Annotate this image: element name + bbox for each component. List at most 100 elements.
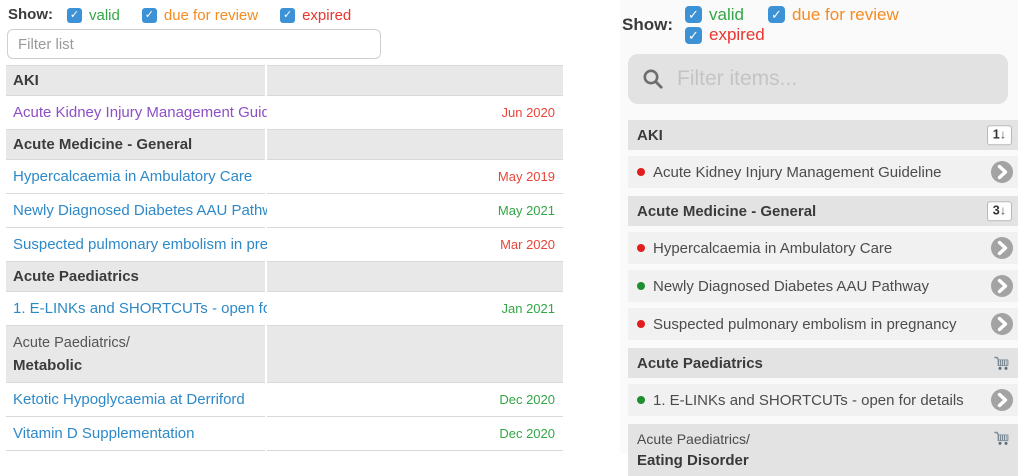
checkbox-checked-icon[interactable]: ✓: [685, 6, 702, 23]
show-label: Show:: [622, 14, 673, 34]
checkbox-label[interactable]: valid: [709, 4, 744, 24]
section-header[interactable]: Acute Paediatrics/ Eating Disorder: [628, 424, 1018, 476]
check-mark-icon: ✓: [771, 7, 782, 22]
section-title: Acute Medicine - General: [637, 202, 817, 220]
checkbox-checked-icon[interactable]: ✓: [767, 6, 785, 23]
filter-list-input[interactable]: [7, 29, 381, 59]
guideline-sections: AKI 1↓ Acute Kidney Injury Management Gu…: [628, 120, 1018, 476]
review-date: Dec 2020: [499, 426, 555, 441]
check-mark-icon: ✓: [144, 9, 154, 21]
guideline-link[interactable]: 1. E-LINKs and SHORTCUTs - open for deta…: [13, 300, 324, 317]
check-mark-icon: ✓: [69, 9, 80, 21]
guideline-row[interactable]: Newly Diagnosed Diabetes AAU Pathway: [628, 270, 1018, 302]
checkbox-label[interactable]: expired: [302, 7, 352, 24]
guideline-table: AKI Acute Kidney Injury Management Guide…: [6, 65, 563, 451]
chevron-right-icon[interactable]: [991, 313, 1013, 335]
check-mark-icon: ✓: [688, 27, 699, 43]
guideline-row[interactable]: Suspected pulmonary embolism in pregnanc…: [628, 308, 1018, 340]
filter-checkbox-group[interactable]: ✓ valid: [67, 7, 120, 24]
checkbox-checked-icon[interactable]: ✓: [67, 8, 82, 23]
filter-items-input[interactable]: [675, 66, 995, 92]
badge-count: 3: [992, 203, 1000, 218]
section-subtitle: Eating Disorder: [637, 452, 749, 469]
section-header[interactable]: Acute Paediatrics: [628, 348, 1018, 378]
guideline-link[interactable]: Ketotic Hypoglycaemia at Derriford: [13, 391, 245, 408]
section-header[interactable]: Acute Medicine - General 3↓: [628, 196, 1018, 226]
item-count-badge: 1↓: [986, 125, 1012, 145]
check-mark-icon: ✓: [688, 7, 699, 22]
item-count-badge: 3↓: [986, 201, 1012, 221]
search-box[interactable]: [628, 54, 1008, 104]
chevron-right-icon[interactable]: [991, 237, 1013, 259]
badge-down-arrow: ↓: [999, 203, 1006, 218]
status-dot: [637, 282, 645, 290]
filter-checkbox-group[interactable]: ✓ expired: [685, 25, 765, 45]
checkbox-checked-icon[interactable]: ✓: [141, 8, 157, 23]
section-header: AKI: [6, 65, 563, 96]
section-header-spacer: [267, 326, 563, 383]
review-date: Jun 2020: [501, 105, 556, 120]
filter-checkbox-group[interactable]: ✓ expired: [280, 7, 351, 24]
review-date: May 2019: [497, 169, 555, 184]
checkbox-label[interactable]: valid: [89, 7, 120, 24]
filter-checkbox-group[interactable]: ✓ valid: [685, 5, 744, 25]
section-header: Acute Paediatrics: [6, 262, 563, 292]
review-date: Dec 2020: [499, 392, 555, 407]
guideline-row[interactable]: Acute Kidney Injury Management Guideline: [628, 156, 1018, 188]
show-filters-bar: Show: ✓ valid ✓ due for review ✓ expired: [620, 0, 1018, 45]
guideline-title: Suspected pulmonary embolism in pregnanc…: [653, 315, 957, 333]
status-dot: [637, 168, 645, 176]
chevron-right-icon[interactable]: [991, 275, 1013, 297]
section-title: AKI: [13, 72, 39, 89]
section-header-spacer: [267, 130, 563, 160]
checkbox-checked-icon[interactable]: ✓: [280, 8, 296, 23]
section-header[interactable]: AKI 1↓: [628, 120, 1018, 150]
guideline-row: Suspected pulmonary embolism in pregnanc…: [6, 228, 563, 262]
section-title: Acute Paediatrics: [637, 354, 763, 372]
guideline-row: Vitamin D Supplementation Dec 2020: [6, 417, 563, 451]
chevron-right-icon[interactable]: [991, 161, 1013, 183]
filter-checkboxes: ✓ valid ✓ due for review ✓ expired: [685, 4, 1018, 45]
chevron-right-icon[interactable]: [991, 389, 1013, 411]
guideline-row: Newly Diagnosed Diabetes AAU Pathway May…: [6, 194, 563, 228]
guideline-row: 1. E-LINKs and SHORTCUTs - open for deta…: [6, 292, 563, 326]
badge-down-arrow: ↓: [999, 127, 1006, 142]
guideline-link[interactable]: Acute Kidney Injury Management Guideline: [13, 104, 302, 121]
checkbox-label[interactable]: expired: [709, 25, 765, 44]
section-title: Acute Paediatrics: [13, 268, 139, 285]
status-dot: [637, 244, 645, 252]
guideline-row[interactable]: 1. E-LINKs and SHORTCUTs - open for deta…: [628, 384, 1018, 416]
guideline-link[interactable]: Hypercalcaemia in Ambulatory Care: [13, 168, 253, 185]
cart-icon[interactable]: [994, 356, 1010, 371]
badge-count: 1: [992, 127, 1000, 142]
review-date: Mar 2020: [500, 237, 555, 252]
section-header: Acute Medicine - General: [6, 130, 563, 160]
filter-checkbox-group[interactable]: ✓ due for review: [141, 7, 259, 24]
section-header: Acute Paediatrics/ Metabolic: [6, 326, 563, 383]
guideline-title: Hypercalcaemia in Ambulatory Care: [653, 239, 893, 257]
section-title: AKI: [637, 126, 663, 144]
guideline-title: 1. E-LINKs and SHORTCUTs - open for deta…: [653, 391, 964, 409]
guideline-link[interactable]: Suspected pulmonary embolism in pregnanc…: [13, 236, 317, 253]
show-filters-bar: Show: ✓ valid ✓ due for review ✓ expired: [0, 0, 572, 24]
guideline-row: Acute Kidney Injury Management Guideline…: [6, 96, 563, 130]
cart-icon[interactable]: [994, 431, 1010, 446]
filter-checkboxes: ✓ valid ✓ due for review ✓ expired: [67, 5, 373, 24]
check-mark-icon: ✓: [282, 9, 293, 21]
review-date: Jan 2021: [501, 301, 556, 316]
section-subtitle: Metabolic: [13, 356, 83, 374]
show-label: Show:: [8, 6, 53, 23]
checkbox-label[interactable]: due for review: [163, 7, 259, 24]
guideline-row: Ketotic Hypoglycaemia at Derriford Dec 2…: [6, 383, 563, 417]
review-date: May 2021: [497, 203, 555, 218]
guideline-link[interactable]: Vitamin D Supplementation: [13, 425, 195, 442]
guideline-row[interactable]: Hypercalcaemia in Ambulatory Care: [628, 232, 1018, 264]
guideline-row: Hypercalcaemia in Ambulatory Care May 20…: [6, 160, 563, 194]
guideline-title: Newly Diagnosed Diabetes AAU Pathway: [653, 277, 929, 295]
desktop-guideline-list-panel: Show: ✓ valid ✓ due for review ✓ expired…: [0, 0, 572, 451]
guideline-link[interactable]: Newly Diagnosed Diabetes AAU Pathway: [13, 202, 289, 219]
checkbox-checked-icon[interactable]: ✓: [685, 26, 702, 44]
checkbox-label[interactable]: due for review: [791, 4, 899, 24]
section-title: Acute Medicine - General: [13, 136, 193, 153]
filter-checkbox-group[interactable]: ✓ due for review: [767, 4, 899, 25]
